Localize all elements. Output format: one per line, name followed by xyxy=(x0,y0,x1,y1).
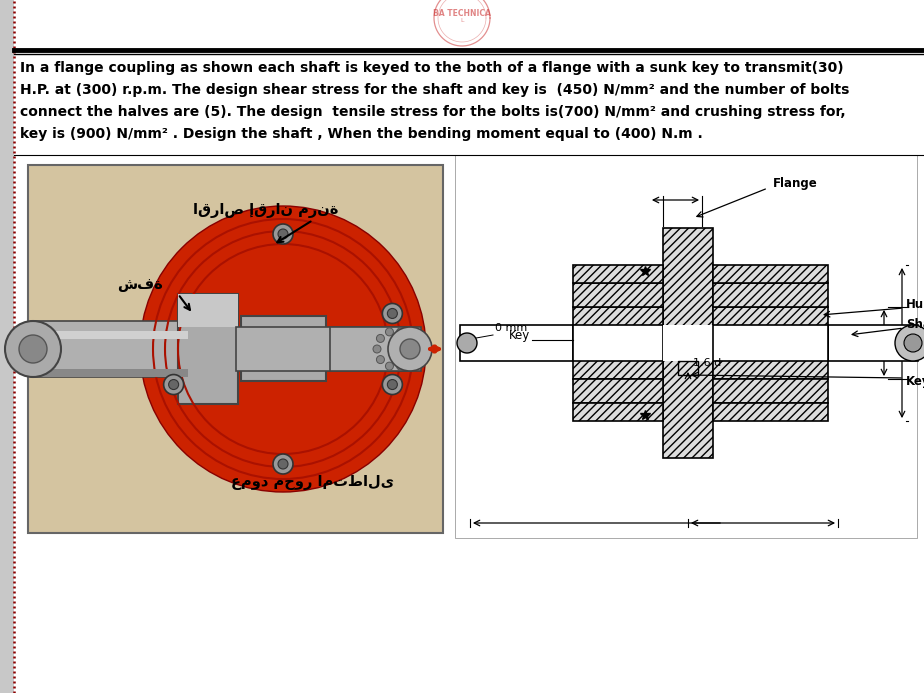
Bar xyxy=(33,321,188,377)
Circle shape xyxy=(385,362,394,370)
Bar xyxy=(828,325,918,361)
Circle shape xyxy=(904,334,922,352)
Text: شفة: شفة xyxy=(117,277,163,292)
Bar xyxy=(573,325,663,361)
Bar xyxy=(573,265,663,283)
Bar xyxy=(236,327,421,371)
Text: Shaft: Shaft xyxy=(906,319,924,331)
Bar xyxy=(573,379,663,403)
Circle shape xyxy=(140,206,426,492)
Circle shape xyxy=(385,328,394,336)
Text: Key: Key xyxy=(906,374,924,387)
Text: Hub: Hub xyxy=(906,299,924,311)
Circle shape xyxy=(273,454,293,474)
Bar xyxy=(713,325,828,361)
Circle shape xyxy=(396,362,405,370)
Circle shape xyxy=(5,321,61,377)
Bar xyxy=(330,327,410,371)
Text: connect the halves are (5). The design  tensile stress for the bolts is(700) N/m: connect the halves are (5). The design t… xyxy=(20,105,845,119)
Circle shape xyxy=(168,380,178,389)
Circle shape xyxy=(164,374,184,394)
Circle shape xyxy=(19,335,47,363)
Bar xyxy=(573,307,663,379)
Text: Key: Key xyxy=(509,328,530,342)
Circle shape xyxy=(373,345,381,353)
Bar xyxy=(573,283,663,307)
Circle shape xyxy=(387,380,397,389)
Bar xyxy=(663,228,713,458)
Bar xyxy=(713,403,828,421)
Text: 0 mm: 0 mm xyxy=(495,323,528,333)
Bar xyxy=(663,325,713,361)
Circle shape xyxy=(406,335,414,342)
Circle shape xyxy=(406,356,414,364)
Bar xyxy=(573,403,663,421)
Circle shape xyxy=(409,345,417,353)
Circle shape xyxy=(383,304,402,324)
Bar xyxy=(28,165,443,533)
Circle shape xyxy=(278,229,288,239)
Bar xyxy=(713,283,828,307)
Circle shape xyxy=(895,325,924,361)
Bar xyxy=(713,307,828,379)
Text: 1.6 d: 1.6 d xyxy=(693,358,722,368)
Circle shape xyxy=(273,224,293,244)
Bar xyxy=(713,379,828,403)
Bar xyxy=(455,155,917,538)
Bar xyxy=(460,325,575,361)
Bar xyxy=(33,369,188,377)
Text: عمود محور امتطالى: عمود محور امتطالى xyxy=(231,475,395,491)
Text: key is (900) N/mm² . Design the shaft , When the bending moment equal to (400) N: key is (900) N/mm² . Design the shaft , … xyxy=(20,127,703,141)
Text: اقراص إقران مرنة: اقراص إقران مرنة xyxy=(192,202,338,218)
Text: L: L xyxy=(460,19,464,24)
Circle shape xyxy=(278,459,288,469)
Text: H.P. at (300) r.p.m. The design shear stress for the shaft and key is  (450) N/m: H.P. at (300) r.p.m. The design shear st… xyxy=(20,83,849,97)
Circle shape xyxy=(457,333,477,353)
Circle shape xyxy=(400,339,420,359)
Bar xyxy=(241,316,326,381)
Circle shape xyxy=(376,335,384,342)
Text: In a flange coupling as shown each shaft is keyed to the both of a flange with a: In a flange coupling as shown each shaft… xyxy=(20,61,844,75)
Circle shape xyxy=(383,374,402,394)
Bar xyxy=(33,331,188,339)
Bar xyxy=(178,294,238,327)
Bar xyxy=(178,294,238,404)
Text: Flange: Flange xyxy=(773,177,818,189)
Bar xyxy=(713,265,828,283)
Circle shape xyxy=(387,308,397,319)
Text: BA TECHNICA: BA TECHNICA xyxy=(433,8,491,17)
Circle shape xyxy=(376,356,384,364)
Circle shape xyxy=(396,328,405,336)
Bar xyxy=(678,361,698,375)
Circle shape xyxy=(388,327,432,371)
